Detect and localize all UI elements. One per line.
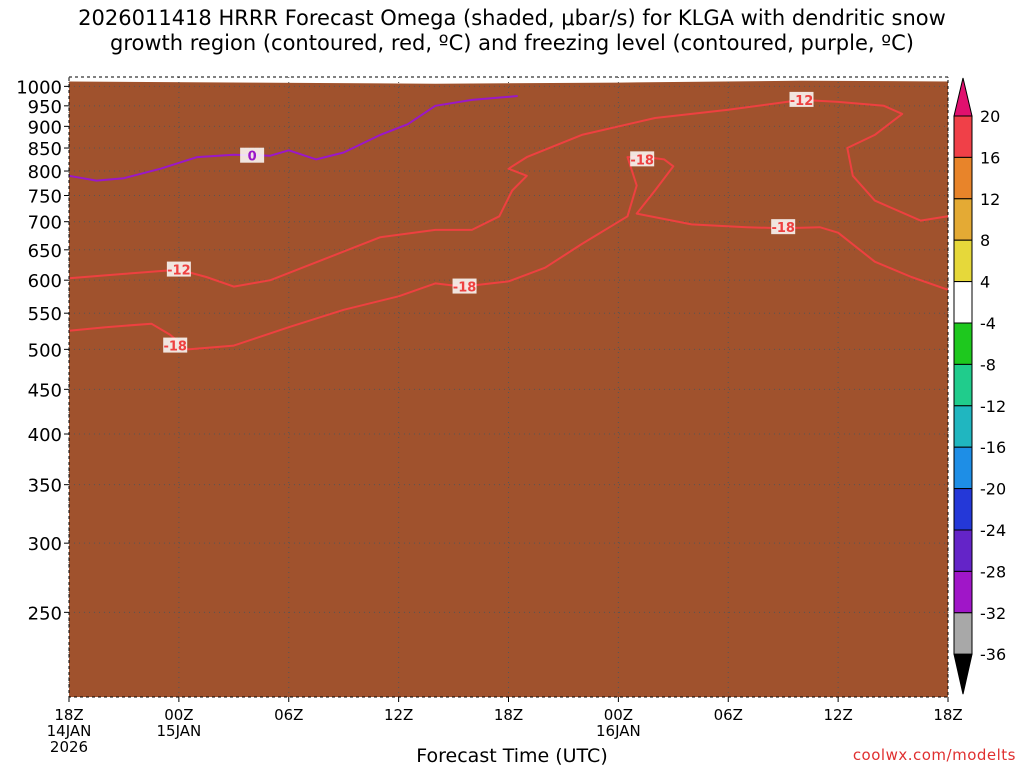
y-tick-label-950: 950	[28, 97, 62, 118]
colorbar-label-1: 16	[980, 148, 1000, 167]
colorbar-label-0: 20	[980, 107, 1000, 126]
x-tick-label-24: 18Z	[494, 706, 523, 724]
colorbar-bin-5	[953, 281, 973, 324]
x-tick-label-36: 06Z	[714, 706, 743, 724]
colorbar-bin-4	[953, 239, 973, 283]
isotherm-label-bg-1-0	[166, 261, 191, 277]
y-tick-label-900: 900	[28, 117, 62, 138]
colorbar-bin-10	[953, 488, 973, 531]
colorbar-label-11: -28	[980, 562, 1006, 581]
colorbar-bin-6	[953, 322, 973, 365]
isotherm-layer: -18 -18 -18 -18 -12 -12 0	[68, 91, 949, 355]
y-tick-label-450: 450	[28, 380, 62, 401]
x-tick-date-6: 15JAN	[157, 722, 202, 740]
isotherm-label-1-1: -12	[790, 94, 814, 109]
colorbar-label-9: -20	[980, 480, 1006, 499]
colorbar-bin-8	[953, 405, 973, 448]
y-tick-label-500: 500	[28, 340, 62, 361]
isotherm-label-bg-2-0	[240, 147, 265, 163]
y-tick-label-750: 750	[28, 187, 62, 208]
isotherm-label-bg-0-0	[163, 337, 188, 353]
colorbar-label-6: -8	[980, 355, 996, 374]
colorbar-bin-bottom-arrow	[953, 653, 973, 695]
colorbar-bin-3	[953, 198, 973, 241]
colorbar-bin-11	[953, 529, 973, 572]
chart-title-line-2: growth region (contoured, red, ºC) and f…	[110, 31, 914, 55]
colorbar-label-10: -24	[980, 521, 1006, 540]
colorbar-bin-12	[953, 570, 973, 614]
colorbar-label-7: -12	[980, 397, 1006, 416]
colorbar-label-5: -4	[980, 314, 996, 333]
y-axis: 2503003504004505005506006507007508008509…	[16, 77, 69, 624]
colorbar-bin-top-arrow	[953, 77, 973, 117]
x-tick-label-6: 00Z	[164, 706, 193, 724]
isotherm-label-2-0: 0	[248, 150, 257, 165]
y-tick-label-550: 550	[28, 304, 62, 325]
y-tick-label-800: 800	[28, 162, 62, 183]
surface-terrain	[69, 80, 948, 697]
y-tick-label-400: 400	[28, 425, 62, 446]
colorbar-label-3: 8	[980, 231, 990, 250]
isotherm-label-bg-1-1	[789, 91, 814, 107]
colorbar-label-12: -32	[980, 604, 1006, 623]
chart-title: 2026011418 HRRR Forecast Omega (shaded, …	[0, 6, 1024, 56]
y-tick-label-1000: 1000	[16, 77, 62, 98]
colorbar-bin-13	[953, 612, 973, 655]
chart-title-line-1: 2026011418 HRRR Forecast Omega (shaded, …	[78, 6, 946, 30]
isotherm-line-2	[68, 95, 518, 182]
y-tick-label-300: 300	[28, 534, 62, 555]
isotherm-label-bg-0-2	[630, 151, 655, 167]
x-tick-year-0: 2026	[50, 738, 88, 756]
y-tick-label-700: 700	[28, 213, 62, 234]
y-tick-label-350: 350	[28, 476, 62, 497]
colorbar-bin-7	[953, 363, 973, 407]
isotherm-label-bg-0-3	[771, 219, 796, 235]
colorbar-label-8: -16	[980, 438, 1006, 457]
terrain-layer	[69, 80, 948, 697]
x-tick-date-0: 14JAN	[47, 722, 92, 740]
colorbar-label-2: 12	[980, 190, 1000, 209]
colorbar-bin-1	[953, 115, 973, 158]
y-tick-label-850: 850	[28, 139, 62, 160]
colorbar: 20 16 12 8 4 -4 -8 -12 -16 -20 -24 -28 -32 -36	[953, 77, 1006, 695]
y-tick-label-250: 250	[28, 603, 62, 624]
isotherm-label-0-2: -18	[630, 153, 654, 168]
isotherm-label-1-0: -12	[167, 264, 191, 279]
x-tick-label-42: 12Z	[823, 706, 852, 724]
colorbar-bin-2	[953, 156, 973, 200]
isotherm-label-0-0: -18	[163, 340, 187, 355]
x-tick-label-12: 06Z	[274, 706, 303, 724]
y-tick-label-650: 650	[28, 241, 62, 262]
x-tick-label-30: 00Z	[604, 706, 633, 724]
isotherm-label-0-3: -18	[771, 221, 795, 236]
y-tick-label-600: 600	[28, 271, 62, 292]
x-tick-date-30: 16JAN	[596, 722, 641, 740]
isotherm-label-bg-0-1	[452, 278, 477, 294]
x-tick-label-0: 18Z	[54, 706, 83, 724]
x-axis-title: Forecast Time (UTC)	[416, 745, 608, 767]
colorbar-label-13: -36	[980, 645, 1006, 664]
colorbar-bin-9	[953, 446, 973, 490]
isotherm-line-1	[68, 98, 949, 288]
x-tick-label-48: 18Z	[933, 706, 962, 724]
credit-link[interactable]: coolwx.com/modelts	[852, 746, 1016, 764]
x-tick-label-18: 12Z	[384, 706, 413, 724]
isotherm-label-0-1: -18	[453, 281, 477, 296]
colorbar-label-4: 4	[980, 273, 990, 292]
